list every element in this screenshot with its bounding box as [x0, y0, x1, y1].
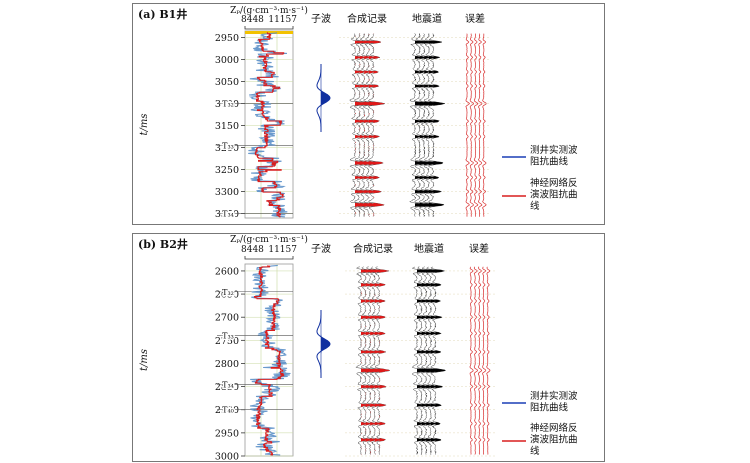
synthetic-header: 合成记录	[347, 12, 387, 25]
error-trace-wiggle	[465, 33, 470, 217]
panel-label: (b) B2井	[138, 237, 188, 251]
y-tick-label: 2650	[215, 290, 239, 301]
legend-inverted-text: 神经网络反演波阻抗曲线	[530, 177, 578, 212]
error-header: 误差	[465, 12, 485, 25]
horizon-label: T₃₂	[222, 100, 234, 109]
legend-measured-text: 测井实测波阻抗曲线	[530, 390, 578, 414]
error-trace-wiggle	[473, 33, 479, 217]
synthetic-trace-wiggle	[357, 33, 376, 217]
synthetic-trace-fill	[359, 33, 371, 214]
synthetic-trace-fill	[368, 34, 380, 217]
impedance-max-label: 11157	[268, 245, 297, 255]
error-header: 误差	[469, 242, 489, 255]
y-tick-label: 2750	[215, 336, 239, 347]
panel-b: (b) B2井 Zₚ/(g·cm⁻³·m·s⁻¹) 8448 11157 子波 合成记录 地…	[132, 233, 605, 463]
y-tick-label: 2800	[215, 359, 239, 370]
chart-panel-b: (b) B2井 Zₚ/(g·cm⁻³·m·s⁻¹)8448 11157 子波 合成记录 地…	[138, 234, 578, 463]
seismic-header: 地震道	[414, 242, 444, 255]
y-tick-label: 2600	[215, 266, 239, 277]
synthetic-trace-fill	[373, 33, 385, 216]
error-trace-wiggle	[473, 266, 478, 455]
synthetic-trace-wiggle	[369, 266, 386, 455]
y-tick-label: 3000	[215, 452, 239, 463]
synthetic-trace-wiggle	[367, 33, 386, 217]
seismic-trace-wiggle	[427, 33, 446, 217]
y-tick-label: 3150	[215, 121, 239, 132]
seismic-trace-wiggle	[413, 33, 431, 217]
y-tick-label: 2950	[215, 428, 239, 439]
synthetic-trace-wiggle	[374, 266, 391, 455]
seismic-header: 地震道	[412, 12, 442, 25]
impedance-min-label: 8448	[241, 245, 264, 255]
synthetic-header: 合成记录	[353, 242, 393, 255]
seismic-trace-fill	[424, 40, 436, 217]
impedance-axis-label: Zₚ/(g·cm⁻³·m·s⁻¹)	[230, 5, 308, 16]
panel-label: (a) B1井	[138, 7, 187, 21]
y-axis-label: t/ms	[139, 349, 150, 371]
y-tick-label: 3350	[215, 209, 239, 220]
inverted-impedance-curve	[254, 265, 285, 456]
y-tick-label: 3100	[215, 99, 239, 110]
seismic-trace-wiggle	[425, 266, 442, 455]
chart-panel-a: (a) B1井 Zₚ/(g·cm⁻³·m·s⁻¹)8448 11157 子波 合成记录 地…	[138, 5, 578, 220]
y-tick-label: 3250	[215, 165, 239, 176]
horizon-label: T₃₃	[222, 332, 234, 341]
impedance-min-label: 8448	[241, 15, 264, 25]
impedance-max-label: 11157	[268, 15, 297, 25]
impedance-scale-bracket	[244, 256, 294, 260]
synthetic-trace-fill	[379, 269, 390, 455]
top-marker-band	[245, 31, 293, 34]
y-tick-label: 2700	[215, 313, 239, 324]
impedance-track-frame	[244, 263, 294, 457]
y-tick-label: 3300	[215, 187, 239, 198]
horizon-label: T₃₄	[222, 380, 234, 389]
inverted-impedance-curve	[254, 32, 285, 218]
seismic-trace-wiggle	[430, 266, 447, 455]
y-tick-label: 3200	[215, 143, 239, 154]
y-tick-label: 2900	[215, 405, 239, 416]
y-tick-label: 2850	[215, 382, 239, 393]
seismic-trace-fill	[435, 269, 446, 455]
y-axis-label: t/ms	[139, 113, 150, 135]
wavelet-header: 子波	[311, 12, 331, 25]
error-trace-wiggle	[477, 33, 483, 217]
synthetic-trace-wiggle	[362, 33, 381, 217]
legend-inverted-text: 神经网络反演波阻抗曲线	[530, 422, 578, 457]
legend-measured-text: 测井实测波阻抗曲线	[530, 144, 578, 168]
seismic-trace-wiggle	[420, 266, 438, 455]
seismic-trace-wiggle	[411, 266, 429, 455]
error-trace-wiggle	[482, 33, 487, 217]
error-trace-wiggle	[469, 33, 475, 217]
y-tick-label: 3050	[215, 77, 239, 88]
y-tick-label: 3000	[215, 55, 239, 66]
error-trace-wiggle	[482, 266, 487, 455]
wavelet-header: 子波	[311, 242, 331, 255]
measured-impedance-curve	[248, 32, 288, 218]
wavelet-fill	[321, 334, 330, 354]
impedance-scale-bracket	[244, 26, 294, 30]
synthetic-trace-wiggle	[353, 33, 372, 217]
seismic-trace-wiggle	[422, 33, 440, 217]
seismic-trace-wiggle	[418, 33, 436, 217]
error-trace-wiggle	[477, 266, 483, 455]
horizon-label: T₃₄	[222, 210, 234, 219]
panel-a: (a) B1井 Zₚ/(g·cm⁻³·m·s⁻¹) 8448 11157 子波 合成记录 地…	[132, 3, 605, 225]
error-trace-wiggle	[469, 266, 474, 455]
wavelet-fill	[321, 88, 330, 108]
horizon-label: T₄₀	[222, 406, 234, 415]
synthetic-trace-fill	[365, 269, 376, 455]
horizon-label: T₃₂	[222, 288, 234, 297]
horizon-label: T₃₃	[222, 141, 234, 150]
error-trace-wiggle	[486, 266, 491, 455]
y-tick-label: 2950	[215, 33, 239, 44]
impedance-axis-label: Zₚ/(g·cm⁻³·m·s⁻¹)	[230, 234, 308, 245]
